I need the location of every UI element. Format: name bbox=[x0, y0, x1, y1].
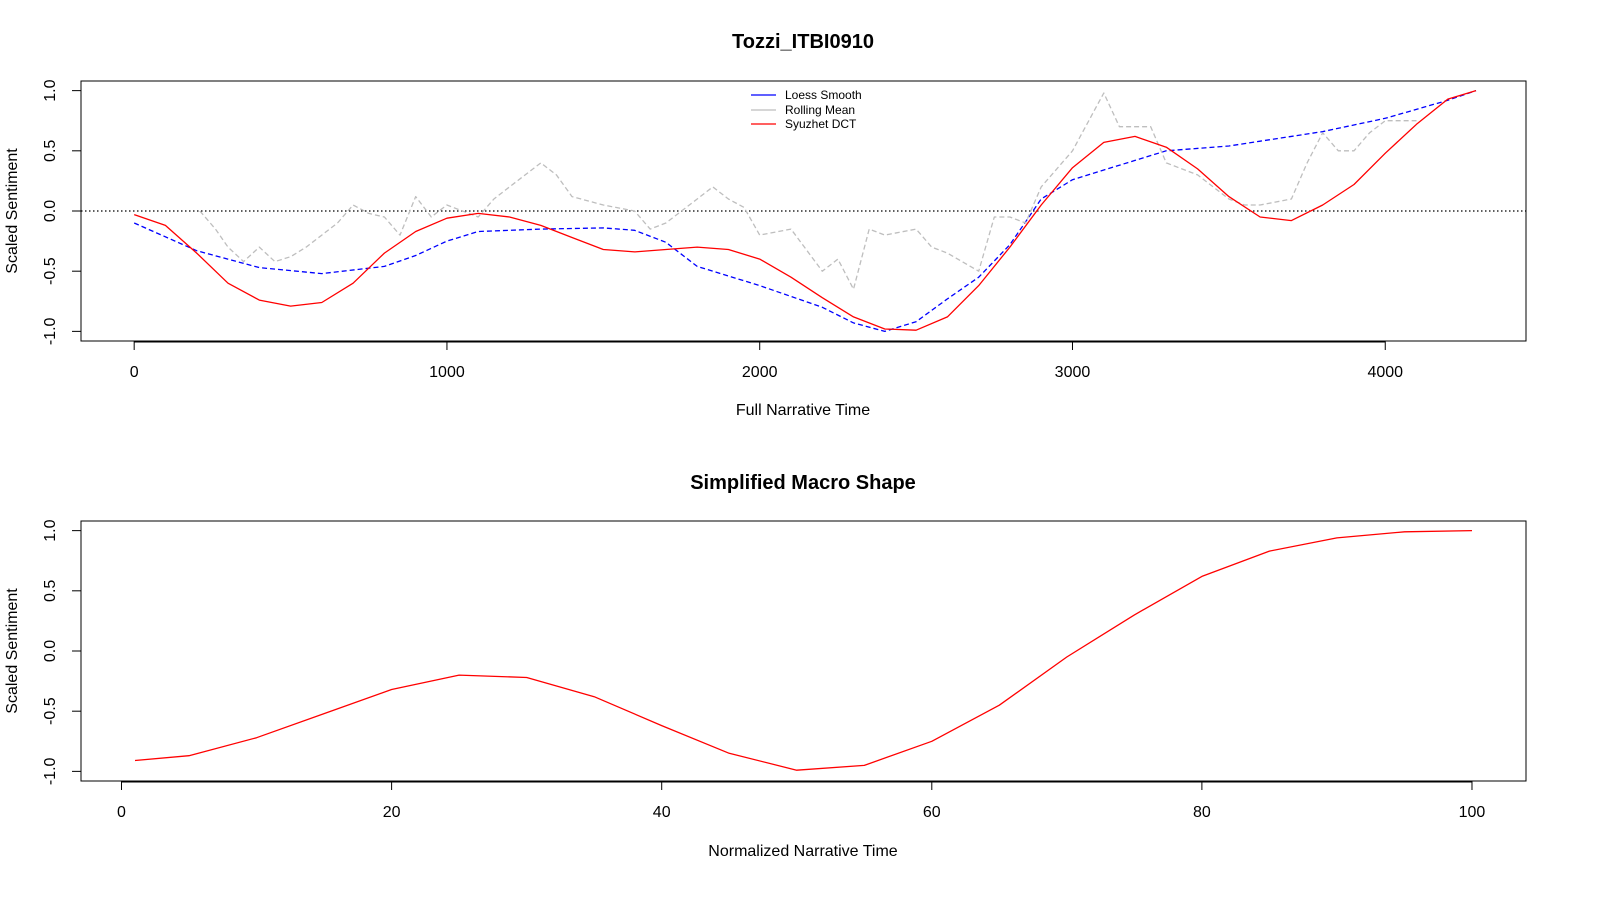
y-tick-label: 0.0 bbox=[42, 640, 59, 662]
y-tick-label: -0.5 bbox=[42, 257, 59, 285]
x-axis-1: 0 1000 2000 3000 4000 bbox=[130, 341, 1403, 381]
y-tick-label: -0.5 bbox=[42, 697, 59, 725]
chart-title-1: Tozzi_ITBI0910 bbox=[732, 31, 874, 53]
x-tick-label: 3000 bbox=[1055, 364, 1091, 381]
y-tick-label: -1.0 bbox=[42, 757, 59, 785]
y-axis-label-1: Scaled Sentiment bbox=[4, 148, 21, 274]
x-tick-label: 4000 bbox=[1367, 364, 1403, 381]
legend: Loess Smooth Rolling Mean Syuzhet DCT bbox=[751, 88, 862, 131]
series-line-syuzhet-dct bbox=[133, 89, 1477, 331]
y-axis-label-2: Scaled Sentiment bbox=[4, 588, 21, 714]
chart-title-2: Simplified Macro Shape bbox=[690, 472, 916, 494]
y-axis-2: -1.0 -0.5 0.0 0.5 1.0 bbox=[42, 519, 82, 785]
x-tick-label: 60 bbox=[923, 804, 941, 821]
x-tick-label: 0 bbox=[130, 364, 139, 381]
x-axis-2: 0 20 40 60 80 100 bbox=[117, 781, 1485, 821]
x-tick-label: 100 bbox=[1459, 804, 1486, 821]
y-axis-1: -1.0 -0.5 0.0 0.5 1.0 bbox=[42, 79, 82, 345]
x-tick-label: 20 bbox=[383, 804, 401, 821]
series-line-loess-smooth bbox=[133, 89, 1477, 333]
x-tick-label: 40 bbox=[653, 804, 671, 821]
chart-panel-2: Simplified Macro Shape 0 20 40 60 80 100 -1.0… bbox=[4, 472, 1527, 860]
legend-label-loess: Loess Smooth bbox=[785, 88, 862, 102]
x-tick-label: 2000 bbox=[742, 364, 778, 381]
series-line-macro-shape bbox=[134, 529, 1473, 771]
series-lines-1 bbox=[133, 89, 1477, 333]
x-tick-label: 1000 bbox=[429, 364, 465, 381]
y-tick-label: -1.0 bbox=[42, 317, 59, 345]
legend-label-rolling: Rolling Mean bbox=[785, 103, 855, 117]
x-tick-label: 0 bbox=[117, 804, 126, 821]
x-axis-label-2: Normalized Narrative Time bbox=[708, 843, 897, 860]
y-tick-label: 1.0 bbox=[42, 79, 59, 101]
legend-label-dct: Syuzhet DCT bbox=[785, 117, 857, 131]
series-lines-2 bbox=[134, 529, 1473, 771]
chart-panel-1: Tozzi_ITBI0910 0 1000 2000 3000 4000 -1.0 -0.… bbox=[4, 31, 1527, 419]
y-tick-label: 0.0 bbox=[42, 200, 59, 222]
y-tick-label: 0.5 bbox=[42, 580, 59, 602]
plot-frame-2 bbox=[80, 520, 1527, 782]
x-axis-label-1: Full Narrative Time bbox=[736, 402, 870, 419]
x-tick-label: 80 bbox=[1193, 804, 1211, 821]
series-line-rolling-mean bbox=[199, 92, 1417, 290]
y-tick-label: 1.0 bbox=[42, 519, 59, 541]
y-tick-label: 0.5 bbox=[42, 140, 59, 162]
